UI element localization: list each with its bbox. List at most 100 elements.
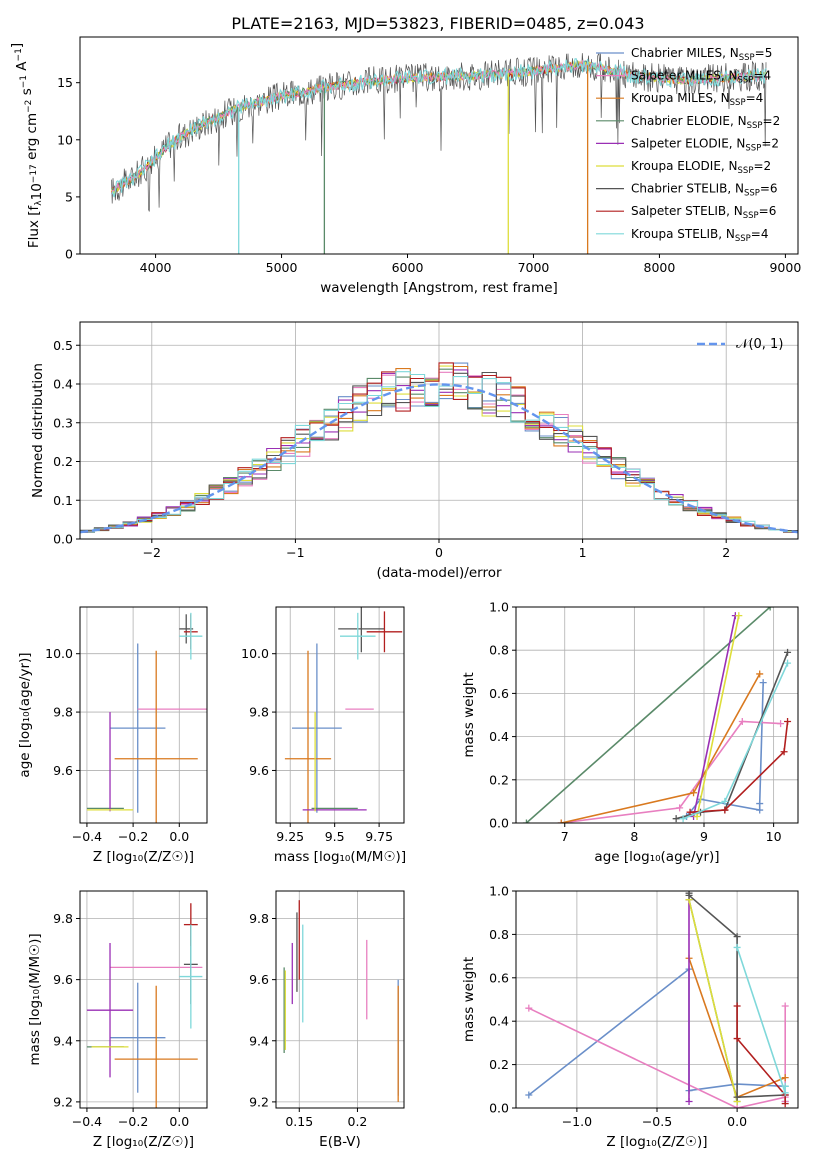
y-tick-label: 9.6 xyxy=(53,972,73,987)
y-tick-label: 9.8 xyxy=(249,911,269,926)
panel-spectrum: 4000 5000 6000 7000 8000 9000 0 5 10 15 wavelength… xyxy=(9,36,801,296)
plus-marker xyxy=(557,819,565,823)
x-tick-label: 0.0 xyxy=(169,1114,189,1129)
x-tick-label: −0.5 xyxy=(642,1114,672,1129)
x-tick-label: 9.25 xyxy=(276,829,304,844)
panel-age-vs-Z: −0.4 −0.2 0.0 9.6 9.8 10.0 Z [log₁₀(Z/Z☉)] age … xyxy=(17,606,208,865)
x-tick-label: −0.4 xyxy=(72,1114,102,1129)
axes: −0.4 −0.2 0.0 9.2 9.4 9.6 9.8 Z [log₁₀(Z/Z☉)] ma… xyxy=(27,890,208,1150)
x-tick-label: 7 xyxy=(561,829,569,844)
axes-frame xyxy=(275,890,405,1109)
y-tick-label: 0.0 xyxy=(489,1101,509,1116)
axes: 4000 5000 6000 7000 8000 9000 0 5 10 15 wavelength… xyxy=(9,36,801,296)
y-tick-label: 5 xyxy=(65,189,73,204)
x-tick-label: 4000 xyxy=(140,260,172,275)
y-tick-label: 9.6 xyxy=(53,763,73,778)
legend-label: Chabrier ELODIE, N xyxy=(631,114,747,128)
x-tick-label: −0.2 xyxy=(118,829,148,844)
plot-area xyxy=(522,607,792,823)
panel-mass-vs-ebv: 0.15 0.2 9.2 9.4 9.6 9.8 E(B-V) xyxy=(249,890,405,1150)
axes: −1.0 −0.5 0.0 0.0 0.2 0.4 0.6 0.8 1.0 Z [log₁₀(Z/… xyxy=(461,884,799,1150)
legend-entry: Kroupa ELODIE, NSSP=2 xyxy=(631,159,771,176)
plus-marker xyxy=(756,670,764,678)
x-tick-label: 8000 xyxy=(644,260,676,275)
x-axis-label: mass [log₁₀(M/M☉)] xyxy=(274,849,406,865)
y-tick-label: 9.4 xyxy=(249,1033,269,1048)
axes: −0.4 −0.2 0.0 9.6 9.8 10.0 Z [log₁₀(Z/Z☉)] age … xyxy=(17,606,208,865)
x-tick-label: 7000 xyxy=(518,260,550,275)
errorbar-point xyxy=(110,982,166,1093)
x-tick-label: 9000 xyxy=(769,260,801,275)
x-tick-label: −1 xyxy=(286,545,304,560)
legend-label: Salpeter STELIB, N xyxy=(631,204,743,218)
legend-sub: SSP xyxy=(735,234,751,244)
plus-marker xyxy=(781,1082,789,1090)
legend-label: Kroupa STELIB, N xyxy=(631,227,735,241)
y-tick-label: 0 xyxy=(65,247,73,262)
errorbar-point xyxy=(179,924,203,1029)
plus-marker xyxy=(733,943,741,951)
axes-frame xyxy=(79,36,799,255)
panel-weight-vs-age: 7 8 9 10 0.0 0.2 0.4 0.6 0.8 1.0 age [log₁₀(age/yr… xyxy=(461,600,799,865)
plot-area xyxy=(86,903,203,1108)
y-axis-label: mass [log₁₀(M/M☉)] xyxy=(27,933,43,1065)
y-tick-label: 0.2 xyxy=(489,772,509,787)
y-tick-label: 0.6 xyxy=(489,686,509,701)
legend-label: Kroupa ELODIE, N xyxy=(631,159,738,173)
x-tick-label: 1 xyxy=(579,545,587,560)
plus-marker xyxy=(522,819,530,823)
errorbar-point xyxy=(114,650,198,823)
plus-marker xyxy=(693,813,701,821)
y-tick-label: 9.2 xyxy=(53,1094,73,1109)
errorbar-point xyxy=(340,612,376,660)
legend-entry: Salpeter ELODIE, NSSP=2 xyxy=(631,136,779,153)
y-tick-label: 0.2 xyxy=(53,454,73,469)
plus-marker xyxy=(781,1089,789,1097)
legend-entry: Kroupa MILES, NSSP=4 xyxy=(631,91,763,108)
y-label-part: λ xyxy=(34,200,44,206)
panel-mass-vs-Z: −0.4 −0.2 0.0 9.2 9.4 9.6 9.8 Z [log₁₀(Z/Z☉)] ma… xyxy=(27,890,208,1150)
legend-n: =2 xyxy=(763,114,781,128)
y-tick-label: 9.8 xyxy=(53,705,73,720)
x-tick-label: 9 xyxy=(700,829,708,844)
y-tick-label: 0.4 xyxy=(53,377,73,392)
x-tick-label: 0.2 xyxy=(348,1114,368,1129)
legend-label: Salpeter MILES, N xyxy=(631,69,738,83)
legend-entry: 𝒩(0, 1) xyxy=(736,337,783,352)
y-tick-label: 9.4 xyxy=(53,1033,73,1048)
y-tick-label: 1.0 xyxy=(489,884,509,899)
legend-n: =2 xyxy=(761,136,779,150)
plus-marker xyxy=(721,797,729,805)
y-axis-label: Flux [fλ10−17 erg cm−2 s−1 A−1] xyxy=(9,43,45,248)
histogram-step xyxy=(80,371,798,533)
errorbar-point xyxy=(110,643,166,813)
legend: 𝒩(0, 1) xyxy=(697,337,783,352)
plus-marker xyxy=(733,1104,741,1108)
y-label-part: 10 xyxy=(29,183,45,200)
y-axis-label: age [log₁₀(age/yr)] xyxy=(17,652,33,777)
legend-n: =5 xyxy=(755,46,773,60)
plus-marker xyxy=(756,806,764,814)
y-tick-label: 0.2 xyxy=(489,1057,509,1072)
y-label-part: −1 xyxy=(19,75,29,88)
legend-n: =4 xyxy=(746,91,764,105)
legend-n: =4 xyxy=(753,69,771,83)
x-axis-label: (data-model)/error xyxy=(376,565,502,581)
plus-marker xyxy=(766,607,774,611)
plus-marker xyxy=(733,1093,741,1101)
legend-sub: SSP xyxy=(747,121,763,131)
plus-marker xyxy=(784,648,792,656)
y-label-part: Flux [ xyxy=(26,210,42,248)
errorbar-point xyxy=(292,643,342,813)
x-tick-label: 0.15 xyxy=(285,1114,313,1129)
weight-line xyxy=(561,673,761,823)
plus-marker xyxy=(777,720,785,728)
axes-frame xyxy=(79,890,208,1109)
y-tick-label: 15 xyxy=(57,75,73,90)
x-tick-label: 6000 xyxy=(392,260,424,275)
legend-sub: SSP xyxy=(730,98,746,108)
y-tick-label: 0.4 xyxy=(489,1014,509,1029)
panel-age-vs-mass: 9.25 9.5 9.75 9.6 9.8 10.0 mass [log₁₀(M/M☉)] xyxy=(241,606,406,865)
x-tick-label: 9.5 xyxy=(325,829,345,844)
